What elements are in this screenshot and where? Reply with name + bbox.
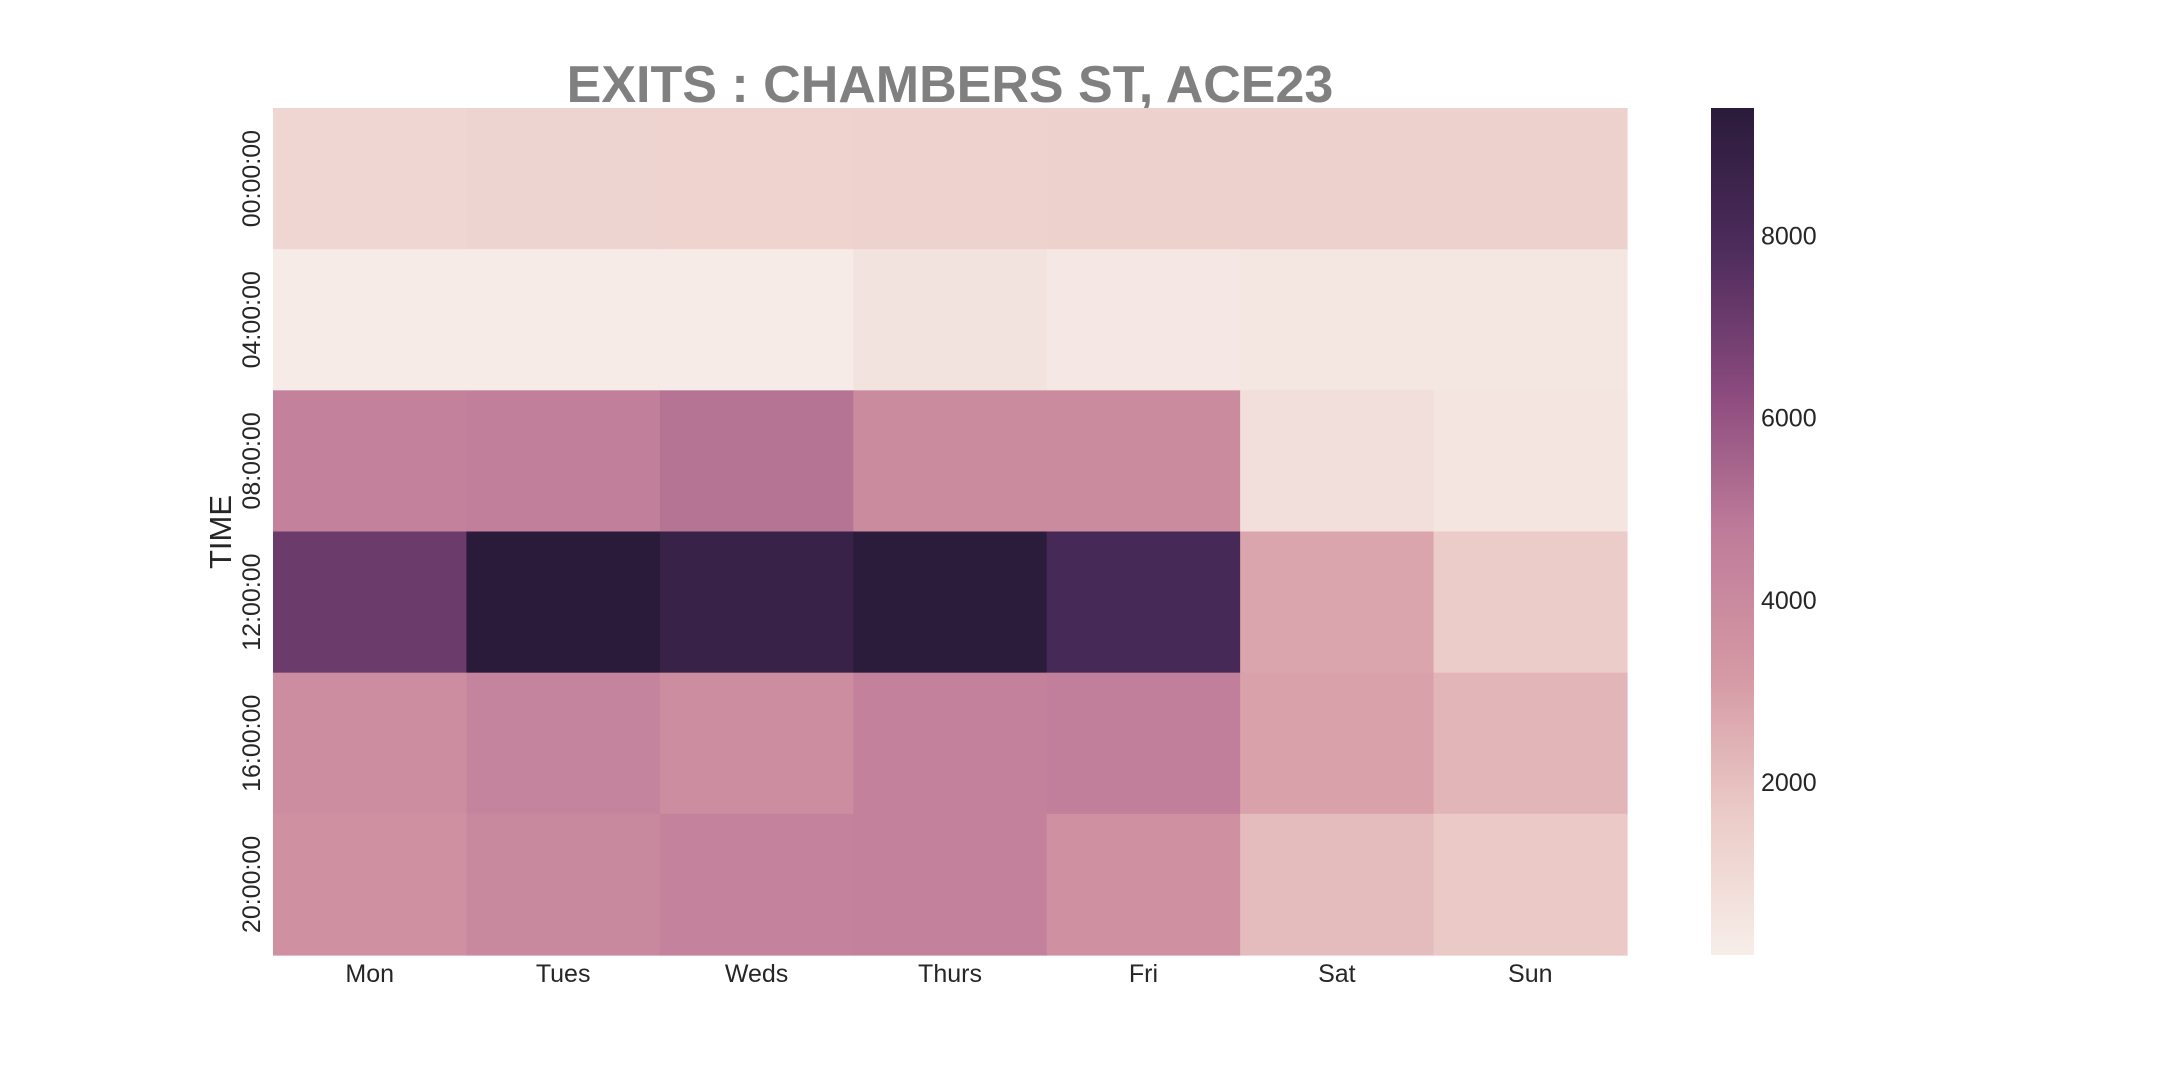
heatmap-cell [853, 531, 1048, 674]
heatmap-cells [273, 108, 1628, 956]
x-tick-label: Thurs [918, 960, 982, 988]
heatmap-cell [1046, 813, 1241, 956]
x-tick-labels: Mon Tues Weds Thurs Fri Sat Sun [345, 960, 1552, 988]
heatmap-cell [853, 390, 1048, 533]
heatmap-cell [466, 813, 661, 956]
heatmap-cell [466, 249, 661, 391]
colorbar-tick-label: 2000 [1761, 769, 1817, 797]
heatmap-cell [466, 108, 661, 250]
heatmap-cell [1046, 390, 1241, 533]
y-tick-label: 20:00:00 [238, 836, 266, 933]
heatmap-cell [1240, 390, 1435, 533]
heatmap-cell [1433, 249, 1628, 391]
heatmap-cell [466, 390, 661, 533]
colorbar-tick-labels: 2000 4000 6000 8000 [1761, 223, 1817, 797]
x-tick-label: Weds [725, 960, 788, 988]
heatmap-cell [853, 813, 1048, 956]
heatmap-cell [273, 531, 468, 674]
y-tick-label: 04:00:00 [238, 271, 266, 368]
heatmap-cell [1240, 249, 1435, 391]
heatmap-cell [1433, 108, 1628, 250]
heatmap-cell [1433, 390, 1628, 533]
y-tick-label: 08:00:00 [238, 412, 266, 509]
y-tick-label: 00:00:00 [238, 130, 266, 227]
x-tick-label: Mon [345, 960, 394, 988]
heatmap-cell [1046, 108, 1241, 250]
heatmap-cell [273, 249, 468, 391]
heatmap-cell [1240, 813, 1435, 956]
heatmap-cell [466, 531, 661, 674]
heatmap-cell [1433, 672, 1628, 815]
x-tick-label: Tues [536, 960, 591, 988]
y-axis-label: TIME [203, 495, 238, 569]
heatmap-cell [1046, 249, 1241, 391]
x-tick-label: Fri [1129, 960, 1158, 988]
heatmap-cell [853, 672, 1048, 815]
heatmap-cell [853, 249, 1048, 391]
heatmap-cell [1433, 813, 1628, 956]
heatmap-cell [273, 390, 468, 533]
heatmap-cell [853, 108, 1048, 250]
heatmap-cell [273, 672, 468, 815]
heatmap-cell [659, 390, 854, 533]
heatmap-cell [1240, 672, 1435, 815]
x-tick-label: Sun [1508, 960, 1552, 988]
heatmap-cell [273, 813, 468, 956]
y-tick-labels: 00:00:00 04:00:00 08:00:00 12:00:00 16:00:00… [238, 130, 266, 933]
colorbar-tick-label: 6000 [1761, 405, 1817, 433]
heatmap-cell [1240, 108, 1435, 250]
heatmap-cell [1046, 531, 1241, 674]
heatmap-cell [659, 813, 854, 956]
colorbar-tick-label: 4000 [1761, 587, 1817, 615]
y-tick-label: 16:00:00 [238, 695, 266, 792]
heatmap-cell [659, 672, 854, 815]
heatmap-cell [273, 108, 468, 250]
heatmap-cell [466, 672, 661, 815]
heatmap-cell [1433, 531, 1628, 674]
heatmap-cell [659, 108, 854, 250]
colorbar [1711, 108, 1754, 955]
heatmap-cell [659, 531, 854, 674]
heatmap-cell [659, 249, 854, 391]
y-tick-label: 12:00:00 [238, 553, 266, 650]
heatmap-cell [1240, 531, 1435, 674]
heatmap-cell [1046, 672, 1241, 815]
x-tick-label: Sat [1318, 960, 1356, 988]
colorbar-tick-label: 8000 [1761, 223, 1817, 251]
chart-title: EXITS : CHAMBERS ST, ACE23 [567, 56, 1334, 114]
